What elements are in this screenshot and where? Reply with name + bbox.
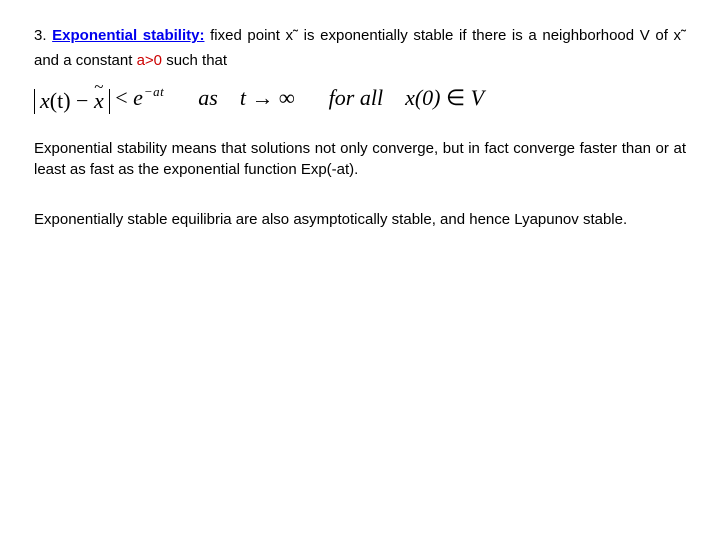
exponent: −at (144, 84, 164, 99)
page-content: 3. Exponential stability: fixed point x˜… (0, 0, 720, 231)
minus-sign: − (71, 88, 94, 113)
intro-paragraph: 3. Exponential stability: fixed point x˜… (34, 24, 686, 74)
x-zero: x(0) (405, 85, 440, 110)
word-for-all: for all (329, 85, 383, 110)
implication-paragraph: Exponentially stable equilibria are also… (34, 209, 686, 231)
intro-tail: such that (162, 52, 227, 69)
word-as: as (198, 85, 218, 110)
element-of: ∈ (440, 85, 470, 110)
item-number: 3. (34, 27, 52, 44)
e-base: e (133, 85, 143, 110)
lt-sign: < (110, 85, 133, 110)
constant-a: a>0 (137, 52, 162, 69)
var-x: x (40, 88, 50, 113)
set-V: V (471, 85, 484, 110)
formula-block: x(t) − x < e−atast → ∞for allx(0) ∈ V (34, 84, 686, 114)
paren-t: (t) (50, 88, 71, 113)
spacer (34, 191, 686, 209)
explanation-paragraph: Exponential stability means that solutio… (34, 138, 686, 182)
t-to-infinity: t → ∞ (240, 85, 295, 110)
heading-exponential-stability: Exponential stability: (52, 27, 204, 44)
abs-group: x(t) − x (34, 89, 110, 114)
stability-inequality: x(t) − x < e−atast → ∞for allx(0) ∈ V (34, 85, 484, 110)
x-tilde: x (94, 89, 104, 112)
